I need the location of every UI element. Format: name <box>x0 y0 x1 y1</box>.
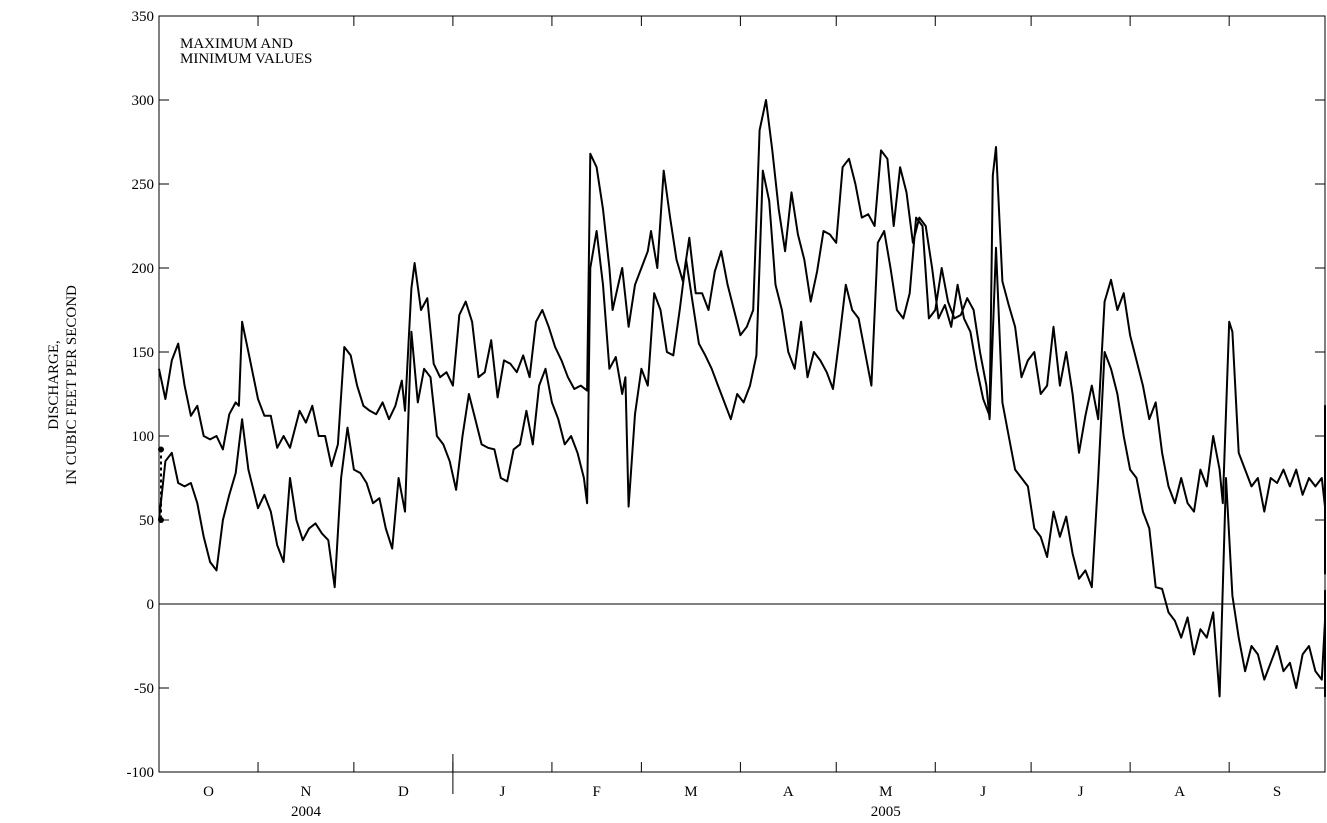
x-month-label: O <box>203 784 214 800</box>
x-month-label: S <box>1273 784 1281 800</box>
x-month-label: M <box>879 784 892 800</box>
y-axis-title-line-2: IN CUBIC FEET PER SECOND <box>64 285 80 485</box>
y-tick-label: -50 <box>134 681 154 697</box>
y-tick-label: 100 <box>132 429 155 445</box>
annotation-line-1: MAXIMUM AND <box>180 36 293 52</box>
y-tick-label: 0 <box>147 597 155 613</box>
y-tick-label: 50 <box>139 513 154 529</box>
plot-frame <box>158 15 1326 773</box>
x-month-label: F <box>592 784 600 800</box>
y-tick-label: 250 <box>132 177 155 193</box>
x-month-label: M <box>684 784 697 800</box>
y-axis-title-line-1: DISCHARGE, <box>46 340 62 430</box>
series-minimum-line <box>158 169 1326 698</box>
x-month-label: A <box>1174 784 1185 800</box>
y-tick-label: 150 <box>132 345 155 361</box>
series-layer <box>158 99 1326 698</box>
x-year-label: 2005 <box>871 804 901 820</box>
y-axis-title: DISCHARGE, IN CUBIC FEET PER SECOND <box>46 285 80 485</box>
y-tick-label: 200 <box>132 261 155 277</box>
y-tick-label: 300 <box>132 93 155 109</box>
x-year-label: 2004 <box>291 804 322 820</box>
x-month-label: J <box>1078 784 1084 800</box>
series-maximum-line <box>158 99 1326 575</box>
y-tick-label: 350 <box>132 9 155 25</box>
x-month-label: J <box>980 784 986 800</box>
annotation-line-2: MINIMUM VALUES <box>180 51 312 67</box>
x-month-label: A <box>783 784 794 800</box>
x-month-label: N <box>301 784 312 800</box>
x-month-label: J <box>499 784 505 800</box>
y-axis: -100 -50 0 50 100 150 200 250 300 350 <box>127 9 1325 781</box>
y-tick-label: -100 <box>127 765 155 781</box>
x-month-label: D <box>398 784 409 800</box>
chart-annotation: MAXIMUM AND MINIMUM VALUES <box>180 36 312 67</box>
x-axis: O N D J F M A M J J A S 2004 2005 <box>203 16 1281 820</box>
